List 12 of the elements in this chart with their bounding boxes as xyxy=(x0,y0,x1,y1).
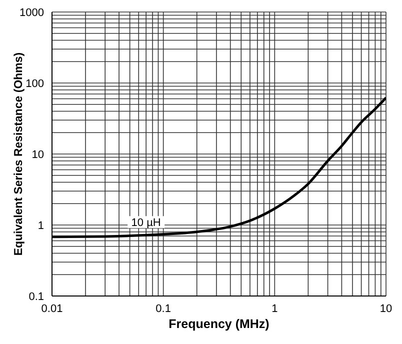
y-tick-label: 10 xyxy=(32,148,44,161)
y-tick-label: 1 xyxy=(38,220,44,232)
x-tick-label: 0.01 xyxy=(41,302,63,315)
annotation: 10 µH xyxy=(131,217,161,230)
x-axis-title: Frequency (MHz) xyxy=(168,317,270,331)
x-tick-label: 0.1 xyxy=(156,302,171,315)
y-tick-label: 1000 xyxy=(20,6,44,19)
y-tick-label: 100 xyxy=(26,78,44,90)
x-tick-label: 1 xyxy=(272,302,278,315)
y-axis-title: Equivalent Series Resistance (Ohms) xyxy=(13,52,25,256)
x-tick-label: 10 xyxy=(380,302,392,315)
y-tick-label: 0.1 xyxy=(28,290,44,303)
